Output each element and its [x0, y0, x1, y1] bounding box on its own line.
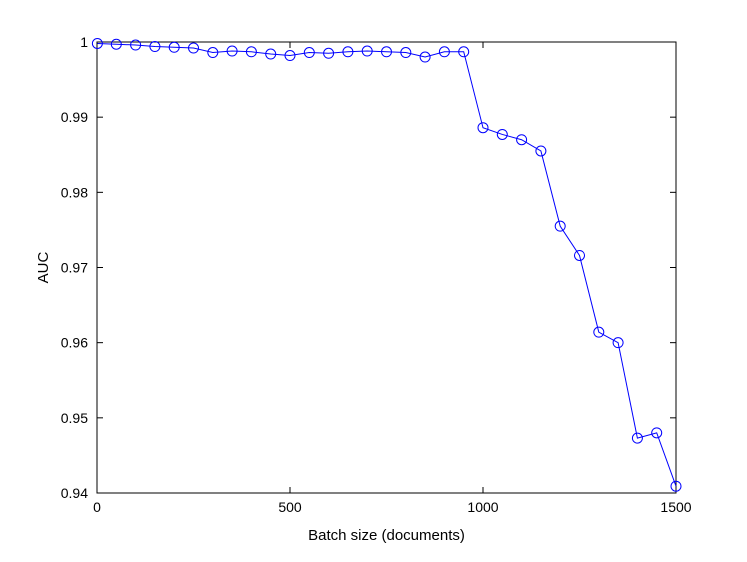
- x-axis-label: Batch size (documents): [308, 527, 465, 544]
- data-point-marker: [516, 134, 528, 146]
- y-tick-label: 0.97: [61, 260, 88, 276]
- x-tick-label: 0: [93, 499, 101, 515]
- x-tick-label: 500: [278, 499, 302, 515]
- data-point-marker: [612, 337, 624, 349]
- x-tick-label: 1000: [467, 499, 498, 515]
- series-line: [97, 43, 677, 487]
- data-point-marker: [342, 46, 354, 58]
- data-point-marker: [303, 47, 315, 59]
- y-axis-label: AUC: [35, 251, 52, 283]
- data-point-marker: [381, 46, 392, 58]
- data-point-marker: [226, 45, 238, 57]
- data-point-marker: [574, 249, 585, 261]
- data-point-marker: [670, 480, 682, 492]
- data-point-marker: [496, 128, 508, 140]
- data-point-marker: [477, 122, 489, 134]
- data-point-marker: [554, 220, 566, 232]
- data-point-marker: [91, 38, 103, 50]
- series-layer: [91, 38, 682, 492]
- data-point-marker: [651, 427, 663, 439]
- y-tick-label: 0.98: [61, 184, 88, 200]
- data-point-marker: [323, 47, 335, 59]
- data-point-marker: [400, 47, 412, 59]
- data-point-marker: [149, 41, 161, 53]
- data-point-marker: [245, 46, 257, 58]
- data-point-marker: [593, 326, 605, 338]
- data-point-marker: [361, 45, 373, 57]
- data-point-marker: [419, 51, 431, 63]
- y-tick-label: 0.99: [61, 109, 88, 125]
- data-point-marker: [458, 46, 470, 58]
- x-axis-ticks: 0 500 1000 1500: [93, 42, 692, 515]
- data-point-marker: [207, 47, 219, 59]
- data-point-marker: [168, 41, 180, 53]
- y-axis-ticks: 0.94 0.95 0.96 0.97 0.98 0.99 1: [61, 34, 676, 501]
- data-point-marker: [438, 46, 450, 58]
- data-point-marker: [188, 42, 199, 54]
- data-point-marker: [130, 39, 142, 51]
- y-tick-label: 0.95: [61, 410, 88, 426]
- data-point-marker: [535, 145, 547, 157]
- data-point-marker: [265, 48, 277, 60]
- x-tick-label: 1500: [660, 499, 691, 515]
- plot-area: [96, 41, 677, 494]
- data-point-marker: [110, 38, 122, 50]
- y-tick-label: 0.94: [61, 485, 88, 501]
- data-point-marker: [284, 50, 296, 62]
- data-point-marker: [631, 432, 643, 444]
- y-tick-label: 0.96: [61, 335, 88, 351]
- y-tick-label: 1: [80, 34, 88, 50]
